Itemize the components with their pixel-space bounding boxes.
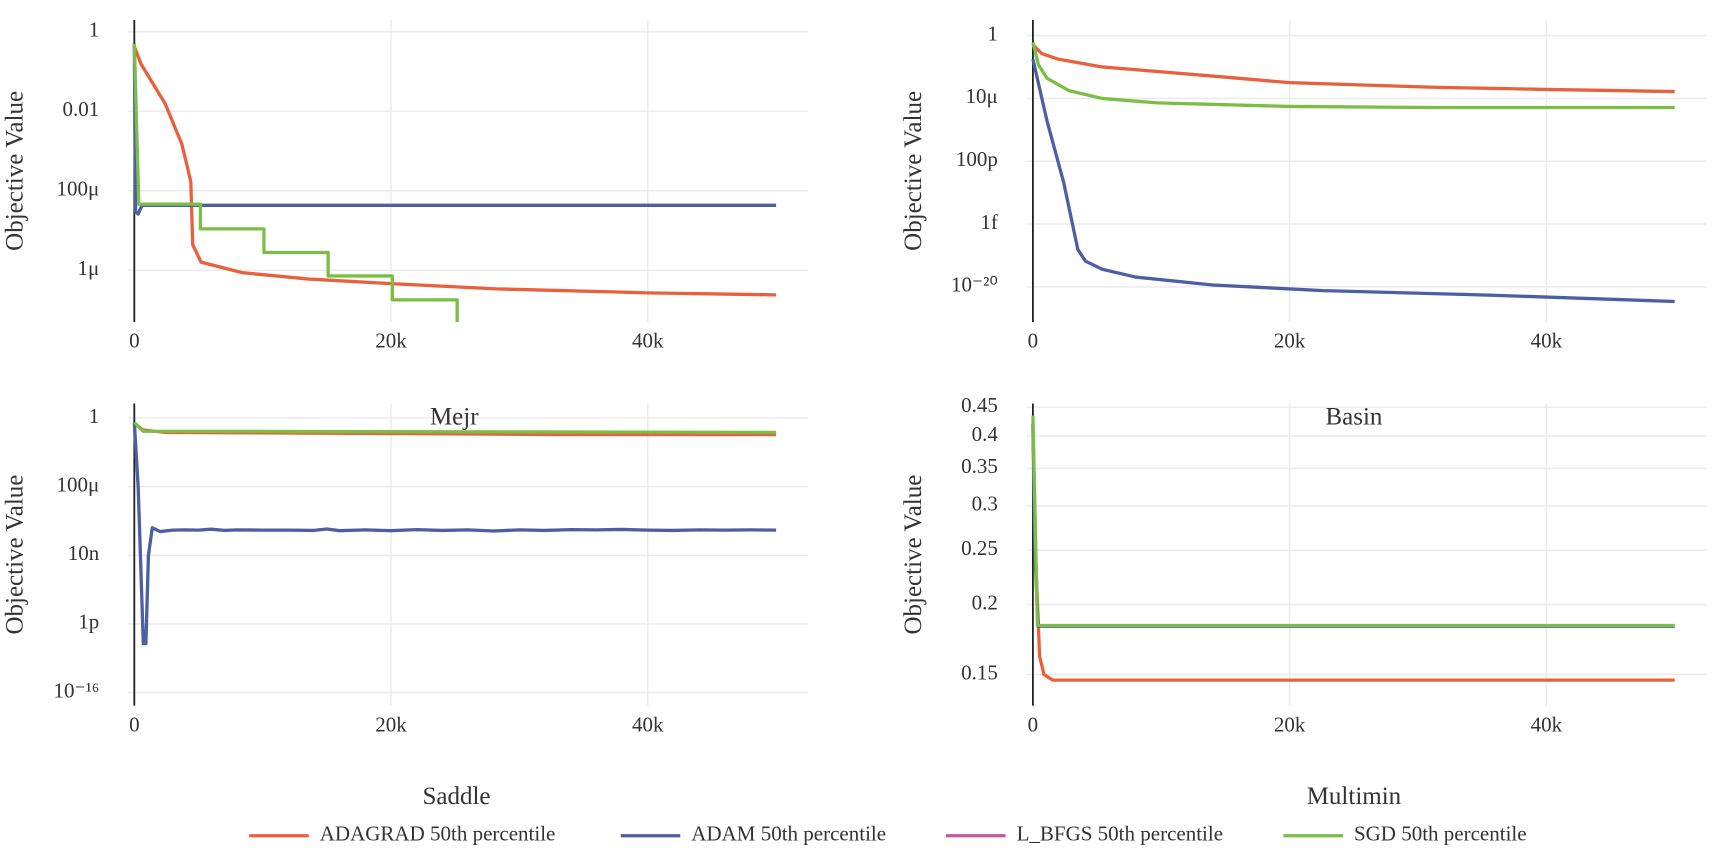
series-line [132,43,777,216]
annotation: Multimin [1307,783,1402,810]
y-tick-label: 1f [980,210,998,234]
x-tick-label: 20k [1274,712,1306,736]
x-tick-label: 0 [129,712,140,736]
y-tick-label: 0.35 [961,454,998,478]
series-line [132,45,777,297]
annotation: Mejr [430,404,479,431]
legend-label: SGD 50th percentile [1354,822,1527,846]
y-tick-label: 10μ [966,84,998,108]
y-tick-label: 1 [987,21,998,45]
y-tick-label: 100μ [56,472,99,496]
y-tick-label: 0.25 [961,536,998,560]
subplot: 0.15 0.2 0.25 0.3 0.35 0.4 0.45 0 20k 40k Objectiv… [900,393,1707,736]
x-tick-label: 20k [1274,329,1306,353]
series-line [1031,424,1675,628]
x-tick-label: 40k [632,712,664,736]
y-tick-label: 100μ [56,177,99,201]
x-tick-label: 20k [375,712,407,736]
y-tick-label: 1 [89,18,100,42]
x-tick-label: 0 [1028,712,1039,736]
y-axis-label: Objective Value [1,475,28,635]
y-tick-label: 0.2 [972,590,998,614]
series-line [132,43,459,322]
legend-label: ADAM 50th percentile [691,822,886,846]
legend: ADAGRAD 50th percentile ADAM 50th percent… [249,822,1527,846]
series-line [1031,43,1675,94]
legend-label: ADAGRAD 50th percentile [320,822,556,846]
y-axis-label: Objective Value [1,91,28,251]
series-line [1031,41,1675,110]
annotation: Saddle [422,783,490,810]
y-tick-label: 1 [89,404,100,428]
x-tick-label: 40k [1531,329,1563,353]
y-axis-label: Objective Value [900,475,927,635]
x-tick-label: 20k [375,329,407,353]
series-line [1031,424,1675,682]
series-line [133,421,777,435]
series-line [132,422,777,646]
subplot: 1 10μ 100p 1f 10⁻²⁰ 0 20k 40k Objective Value [900,19,1707,353]
y-tick-label: 0.45 [961,393,998,417]
y-tick-label: 10n [68,541,100,565]
y-tick-label: 0.01 [62,97,99,121]
x-tick-label: 0 [129,329,140,353]
x-tick-label: 0 [1028,329,1039,353]
series-line [1031,415,1675,628]
y-axis-label: Objective Value [900,91,927,251]
y-tick-label: 10⁻²⁰ [951,273,998,297]
y-tick-label: 1μ [77,256,99,280]
y-tick-label: 0.4 [972,422,999,446]
y-tick-label: 100p [956,147,998,171]
x-tick-label: 40k [1531,712,1563,736]
annotation: Basin [1325,404,1382,431]
legend-label: L_BFGS 50th percentile [1017,822,1223,846]
x-tick-label: 40k [632,329,664,353]
y-tick-label: 0.3 [972,492,998,516]
y-tick-label: 0.15 [961,660,998,684]
y-tick-label: 10⁻¹⁶ [54,678,100,702]
series-line [1031,58,1675,304]
subplot: 1 100μ 10n 1p 10⁻¹⁶ 0 20k 40k Objective Value [1,403,809,736]
subplot: 1 0.01 100μ 1μ 0 20k 40k Objective Value [1,18,809,353]
y-tick-label: 1p [78,610,99,634]
